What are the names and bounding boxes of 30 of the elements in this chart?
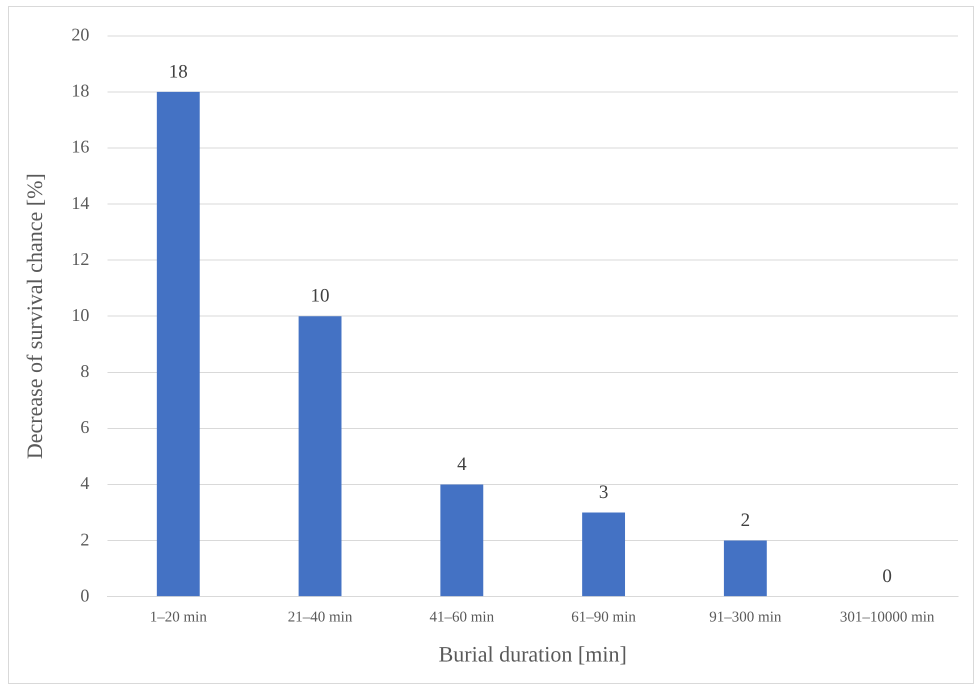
y-tick-label: 6 bbox=[80, 417, 90, 438]
y-tick-label: 20 bbox=[71, 24, 90, 45]
bar bbox=[440, 484, 484, 596]
bar bbox=[156, 92, 200, 596]
x-axis-title: Burial duration [min] bbox=[438, 642, 627, 667]
bar bbox=[582, 512, 626, 596]
data-label: 4 bbox=[457, 454, 468, 475]
bar bbox=[724, 540, 767, 596]
x-tick-label: 61–90 min bbox=[571, 610, 636, 626]
data-label: 2 bbox=[740, 510, 750, 532]
y-tick-label: 16 bbox=[71, 136, 90, 157]
y-tick-label: 12 bbox=[71, 248, 90, 269]
x-tick-label: 301–10000 min bbox=[840, 610, 935, 626]
y-tick-label: 14 bbox=[71, 192, 90, 213]
data-label: 3 bbox=[598, 482, 608, 503]
x-tick-label: 1–20 min bbox=[150, 610, 208, 626]
y-tick-label: 4 bbox=[80, 473, 90, 494]
y-axis-title: Decrease of survival chance [%] bbox=[22, 173, 47, 460]
x-tick-label: 21–40 min bbox=[288, 610, 353, 626]
y-tick-label: 8 bbox=[80, 361, 90, 382]
y-tick-label: 10 bbox=[71, 304, 90, 325]
x-tick-label: 91–300 min bbox=[709, 610, 782, 626]
y-tick-label: 2 bbox=[80, 529, 90, 550]
data-label: 0 bbox=[882, 566, 892, 588]
bar bbox=[298, 316, 342, 596]
y-tick-label: 18 bbox=[71, 80, 90, 101]
data-label: 18 bbox=[168, 61, 188, 82]
data-label: 10 bbox=[310, 286, 330, 307]
y-tick-label: 0 bbox=[80, 585, 90, 606]
x-tick-label: 41–60 min bbox=[430, 610, 495, 626]
